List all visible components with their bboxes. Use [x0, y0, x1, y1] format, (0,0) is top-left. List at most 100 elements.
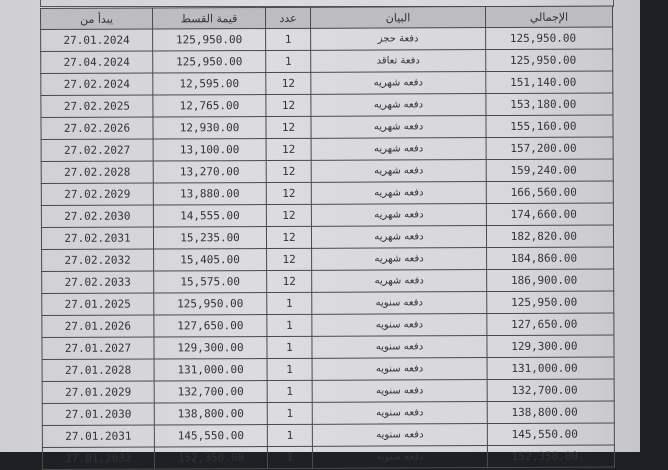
- cell-start-date: 27.01.2026: [41, 315, 154, 338]
- cell-count: 12: [266, 226, 312, 249]
- table-row: 27.01.2030 138,800.00 1 دفعه سنويه 138,800.0…: [42, 400, 615, 426]
- table-row: 27.02.2033 15,575.00 12 دفعه شهريه 186,900.0…: [41, 268, 614, 294]
- cell-description: دفعه شهريه: [310, 93, 486, 117]
- cell-total: 153,180.00: [485, 93, 613, 116]
- cell-total: 131,000.00: [487, 356, 615, 380]
- cell-installment: 15,405.00: [153, 248, 267, 272]
- cell-description: دفعة حجز: [310, 27, 486, 51]
- cell-installment: 145,550.00: [154, 424, 268, 448]
- cell-start-date: 27.02.2031: [41, 227, 154, 250]
- cell-start-date: 27.01.2029: [42, 381, 155, 404]
- cell-description: دفعه شهريه: [310, 115, 487, 139]
- table-row: 27.02.2027 13,100.00 12 دفعه شهريه 157,200.0…: [41, 137, 614, 162]
- header-row: يبدأ من قيمة القسط عدد البيان الإجمالي: [40, 6, 613, 30]
- cell-installment: 13,880.00: [153, 182, 267, 206]
- table-row: 27.02.2025 12,765.00 12 دفعه شهريه 153,180.0…: [40, 93, 613, 118]
- cell-installment: 152,350.00: [154, 446, 268, 470]
- cell-start-date: 27.02.2028: [41, 161, 154, 184]
- cell-total: 159,240.00: [486, 159, 614, 182]
- table-row: 27.01.2029 132,700.00 1 دفعه سنويه 132,700.0…: [42, 378, 615, 404]
- table-row: 27.02.2030 14,555.00 12 دفعه شهريه 174,660.0…: [41, 203, 614, 228]
- cell-total: 138,800.00: [487, 400, 615, 424]
- cell-installment: 13,100.00: [153, 138, 267, 162]
- cell-count: 1: [266, 314, 312, 337]
- cell-total: 152,350.00: [487, 444, 615, 468]
- cell-start-date: 27.01.2030: [42, 403, 155, 426]
- cell-installment: 12,595.00: [152, 72, 266, 96]
- table-row: 27.01.2025 125,950.00 1 دفعه سنويه 125,950.0…: [41, 290, 614, 316]
- document-photo: يبدأ من قيمة القسط عدد البيان الإجمالي 2…: [0, 0, 640, 470]
- cell-start-date: 27.02.2032: [41, 249, 154, 272]
- cell-description: دفعه سنويه: [312, 423, 488, 447]
- table-row: 27.02.2024 12,595.00 12 دفعه شهريه 151,140.0…: [40, 71, 613, 96]
- cell-count: 1: [265, 28, 311, 51]
- cell-total: 129,300.00: [486, 334, 615, 358]
- cell-installment: 12,765.00: [152, 94, 266, 118]
- cell-count: 12: [266, 270, 312, 293]
- cell-total: 157,200.00: [486, 137, 614, 160]
- cell-installment: 14,555.00: [153, 204, 267, 228]
- cell-total: 174,660.00: [486, 203, 614, 226]
- table-row: 27.02.2029 13,880.00 12 دفعه شهريه 166,560.0…: [41, 181, 614, 206]
- cell-description: دفعه سنويه: [311, 291, 487, 315]
- cell-count: 12: [265, 116, 312, 139]
- cell-installment: 125,950.00: [152, 28, 266, 52]
- cell-total: 125,950.00: [485, 27, 613, 50]
- cell-total: 125,950.00: [485, 49, 613, 72]
- cell-total: 182,820.00: [486, 224, 614, 248]
- cell-start-date: 27.02.2027: [41, 139, 154, 162]
- cell-start-date: 27.01.2027: [41, 337, 155, 360]
- table-row: 27.02.2026 12,930.00 12 دفعه شهريه 155,160.0…: [40, 115, 614, 140]
- cell-count: 1: [266, 292, 312, 315]
- cell-count: 12: [266, 204, 312, 227]
- cell-description: دفعه شهريه: [311, 181, 487, 205]
- header-count: عدد: [265, 7, 311, 29]
- cell-count: 12: [266, 248, 312, 271]
- cell-start-date: 27.02.2030: [41, 205, 154, 228]
- cell-count: 12: [266, 160, 312, 183]
- cell-description: دفعه شهريه: [311, 159, 487, 183]
- cell-total: 186,900.00: [486, 268, 614, 292]
- cell-start-date: 27.01.2025: [41, 293, 154, 316]
- cell-start-date: 27.02.2025: [40, 95, 153, 118]
- cell-installment: 15,235.00: [153, 226, 267, 250]
- cell-start-date: 27.02.2029: [41, 183, 154, 206]
- cell-installment: 131,000.00: [154, 358, 268, 382]
- cell-description: دفعه شهريه: [311, 137, 487, 161]
- cell-start-date: 27.02.2026: [40, 117, 154, 140]
- cell-count: 1: [267, 380, 313, 403]
- cell-description: دفعه سنويه: [312, 445, 488, 469]
- header-installment: قيمة القسط: [152, 7, 266, 30]
- table-row: 27.01.2028 131,000.00 1 دفعه سنويه 131,000.0…: [42, 356, 615, 382]
- cell-description: دفعه شهريه: [310, 71, 486, 95]
- cell-count: 1: [267, 358, 313, 381]
- cell-total: 151,140.00: [485, 71, 613, 94]
- cell-installment: 129,300.00: [153, 336, 268, 360]
- cell-description: دفعه سنويه: [312, 357, 488, 381]
- cell-description: دفعه سنويه: [311, 335, 488, 359]
- cell-start-date: 27.01.2024: [40, 29, 153, 52]
- cell-start-date: 27.01.2031: [42, 425, 155, 448]
- table-row: 27.02.2031 15,235.00 12 دفعه شهريه 182,820.0…: [41, 224, 614, 250]
- cell-total: 155,160.00: [485, 115, 614, 138]
- cell-count: 1: [267, 424, 313, 447]
- table-row: 27.01.2032 152,350.00 1 دفعه سنويه 152,350.0…: [42, 444, 615, 470]
- table-row: 27.01.2027 129,300.00 1 دفعه سنويه 129,300.0…: [41, 334, 615, 360]
- header-total: الإجمالي: [485, 6, 613, 28]
- cell-count: 1: [265, 50, 311, 73]
- cell-count: 12: [266, 138, 312, 161]
- cell-description: دفعه سنويه: [311, 313, 487, 337]
- cell-installment: 132,700.00: [154, 380, 268, 404]
- cell-start-date: 27.01.2028: [42, 359, 155, 382]
- table-row: 27.02.2028 13,270.00 12 دفعه شهريه 159,240.0…: [41, 159, 614, 184]
- cell-installment: 15,575.00: [153, 270, 267, 294]
- cell-total: 132,700.00: [487, 378, 615, 402]
- cell-installment: 138,800.00: [154, 402, 268, 426]
- header-description: البيان: [310, 6, 486, 29]
- cell-description: دفعه سنويه: [312, 401, 488, 425]
- table-row: 27.02.2032 15,405.00 12 دفعه شهريه 184,860.0…: [41, 246, 614, 272]
- cell-count: 1: [266, 336, 313, 359]
- cell-start-date: 27.02.2033: [41, 271, 154, 294]
- cell-count: 1: [267, 402, 313, 425]
- cell-total: 166,560.00: [486, 181, 614, 204]
